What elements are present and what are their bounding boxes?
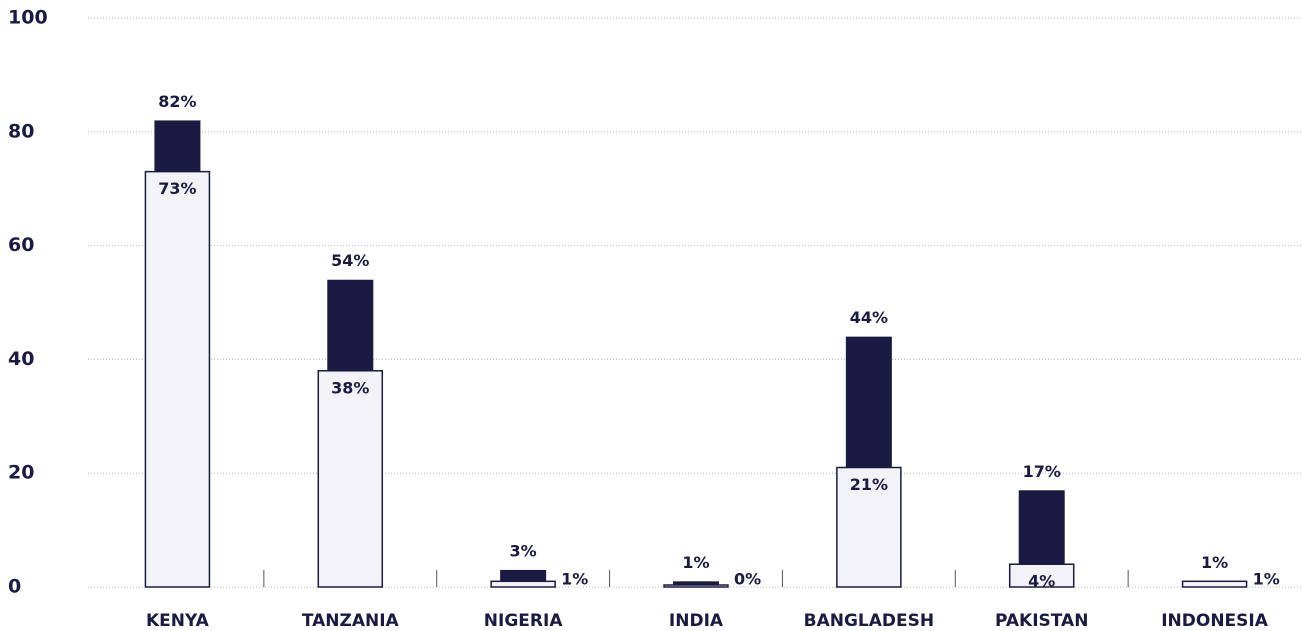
bar: [144, 170, 211, 588]
value-label: 21%: [850, 475, 888, 494]
bar: [836, 466, 902, 588]
y-tick-label: 20: [8, 462, 34, 484]
value-label: 1%: [1201, 553, 1228, 572]
value-label: 38%: [331, 378, 369, 397]
y-tick-label: 0: [8, 576, 21, 598]
bar: [673, 581, 719, 587]
bar: [663, 584, 729, 588]
y-tick-label: 40: [8, 348, 34, 370]
y-tick-label: 100: [8, 7, 48, 29]
value-label: 1%: [561, 570, 588, 589]
value-label: 4%: [1028, 572, 1055, 591]
bar: [490, 580, 556, 588]
bar: [1181, 580, 1248, 588]
bar: [1008, 563, 1075, 588]
value-label: 1%: [682, 553, 709, 572]
value-label: 0%: [734, 570, 761, 589]
x-tick-label: NIGERIA: [484, 611, 564, 631]
value-label: 44%: [850, 308, 888, 327]
value-label: 54%: [331, 251, 369, 270]
x-tick-label: KENYA: [146, 611, 210, 631]
value-label: 3%: [510, 541, 537, 560]
x-tick-label: PAKISTAN: [995, 611, 1088, 631]
value-label: 82%: [158, 92, 196, 111]
x-tick-label: INDONESIA: [1161, 611, 1269, 631]
value-label: 73%: [158, 179, 196, 198]
value-label: 17%: [1023, 462, 1061, 481]
y-tick-label: 80: [8, 120, 34, 142]
x-tick-label: INDIA: [669, 611, 724, 631]
y-tick-label: 60: [8, 234, 34, 256]
bar: [317, 370, 384, 588]
x-tick-label: BANGLADESH: [804, 611, 934, 631]
value-label: 1%: [1253, 570, 1280, 589]
x-tick-label: TANZANIA: [302, 611, 400, 631]
